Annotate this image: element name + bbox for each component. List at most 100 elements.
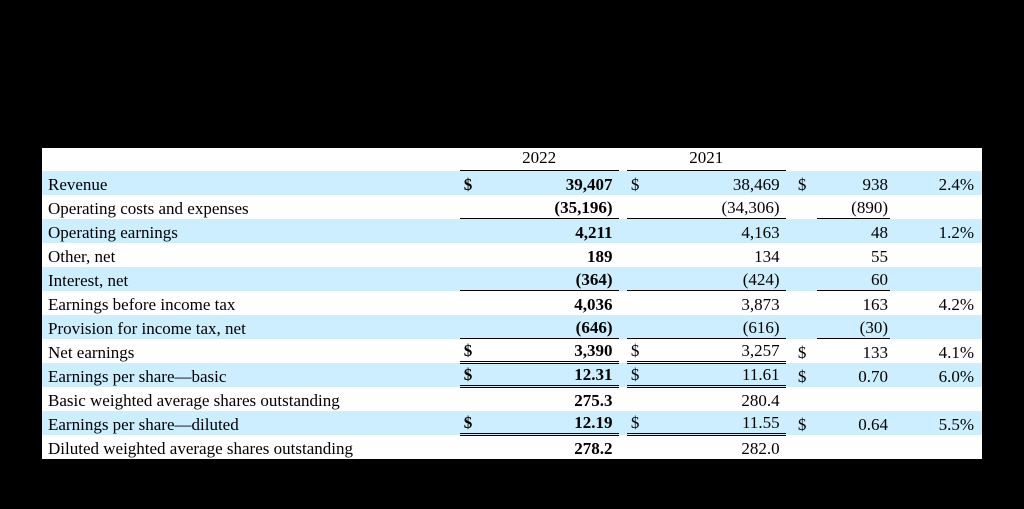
value-2021: 134: [650, 243, 786, 267]
currency-symbol: [460, 291, 483, 315]
table-row: Provision for income tax, net (646) (616) (…: [42, 315, 982, 339]
table-row: Operating costs and expenses (35,196) (34,…: [42, 195, 982, 219]
value-2021: 11.61: [650, 363, 786, 387]
variance-percent: 6.0%: [898, 363, 982, 387]
currency-symbol: [794, 291, 817, 315]
row-label: Operating earnings: [42, 219, 460, 243]
value-2022: (646): [483, 315, 619, 339]
variance-percent: 1.2%: [898, 219, 982, 243]
variance-percent: 2.4%: [898, 171, 982, 195]
currency-symbol: [460, 219, 483, 243]
currency-symbol: $: [627, 363, 650, 387]
currency-symbol: [460, 387, 483, 411]
row-label: Operating costs and expenses: [42, 195, 460, 219]
value-2021: (34,306): [650, 195, 786, 219]
value-2022: 189: [483, 243, 619, 267]
variance-percent: [898, 435, 982, 459]
page: 2022 2021 Revenue$39,407$38,469$9382.4%O…: [42, 0, 982, 509]
variance-value: 938: [817, 171, 890, 195]
row-label: Earnings per share—diluted: [42, 411, 460, 435]
variance-value: 0.70: [817, 363, 890, 387]
currency-symbol: [460, 315, 483, 339]
row-label: Revenue: [42, 171, 460, 195]
value-2022: 12.31: [483, 363, 619, 387]
variance-percent: [898, 267, 982, 291]
value-2022: (35,196): [483, 195, 619, 219]
financial-table: 2022 2021 Revenue$39,407$38,469$9382.4%O…: [42, 148, 982, 459]
table-row: Net earnings$3,390$3,257$1334.1%: [42, 339, 982, 363]
table-row: Operating earnings4,2114,163481.2%: [42, 219, 982, 243]
currency-symbol: $: [460, 339, 483, 363]
value-2022: 275.3: [483, 387, 619, 411]
value-2021: 3,873: [650, 291, 786, 315]
currency-symbol: [627, 435, 650, 459]
table-row: Other, net 189 134 55: [42, 243, 982, 267]
col-header-2021: 2021: [627, 148, 786, 171]
table-row: Revenue$39,407$38,469$9382.4%: [42, 171, 982, 195]
value-2022: (364): [483, 267, 619, 291]
variance-value: 55: [817, 243, 890, 267]
currency-symbol: [460, 435, 483, 459]
currency-symbol: [794, 195, 817, 219]
currency-symbol: $: [460, 411, 483, 435]
value-2022: 4,036: [483, 291, 619, 315]
variance-value: [817, 387, 890, 411]
row-label: Provision for income tax, net: [42, 315, 460, 339]
currency-symbol: $: [794, 339, 817, 363]
row-label: Earnings per share—basic: [42, 363, 460, 387]
value-2021: 4,163: [650, 219, 786, 243]
value-2022: 3,390: [483, 339, 619, 363]
variance-value: (30): [817, 315, 890, 339]
variance-percent: [898, 387, 982, 411]
table-row: Earnings per share—diluted$12.19$11.55$0…: [42, 411, 982, 435]
currency-symbol: [794, 387, 817, 411]
value-2021: 280.4: [650, 387, 786, 411]
currency-symbol: [794, 219, 817, 243]
variance-value: 163: [817, 291, 890, 315]
variance-value: 48: [817, 219, 890, 243]
currency-symbol: [627, 315, 650, 339]
currency-symbol: $: [794, 171, 817, 195]
variance-value: [817, 435, 890, 459]
row-label: Net earnings: [42, 339, 460, 363]
value-2022: 12.19: [483, 411, 619, 435]
currency-symbol: [460, 267, 483, 291]
value-2021: 11.55: [650, 411, 786, 435]
currency-symbol: [627, 195, 650, 219]
currency-symbol: $: [460, 363, 483, 387]
variance-percent: [898, 243, 982, 267]
currency-symbol: [460, 243, 483, 267]
variance-percent: 4.2%: [898, 291, 982, 315]
table-row: Earnings per share—basic$12.31$11.61$0.7…: [42, 363, 982, 387]
currency-symbol: [794, 267, 817, 291]
currency-symbol: [794, 243, 817, 267]
currency-symbol: $: [794, 363, 817, 387]
row-label: Earnings before income tax: [42, 291, 460, 315]
variance-percent: [898, 195, 982, 219]
value-2021: (616): [650, 315, 786, 339]
value-2021: 3,257: [650, 339, 786, 363]
variance-value: 133: [817, 339, 890, 363]
col-header-2022: 2022: [460, 148, 619, 171]
row-label: Diluted weighted average shares outstand…: [42, 435, 460, 459]
variance-value: (890): [817, 195, 890, 219]
value-2022: 39,407: [483, 171, 619, 195]
table-row: Diluted weighted average shares outstand…: [42, 435, 982, 459]
variance-percent: 5.5%: [898, 411, 982, 435]
row-label: Interest, net: [42, 267, 460, 291]
table-row: Earnings before income tax 4,036 3,873 163 4…: [42, 291, 982, 315]
currency-symbol: [627, 387, 650, 411]
currency-symbol: $: [627, 339, 650, 363]
row-label: Basic weighted average shares outstandin…: [42, 387, 460, 411]
currency-symbol: [794, 435, 817, 459]
row-label: Other, net: [42, 243, 460, 267]
variance-percent: [898, 315, 982, 339]
value-2021: 282.0: [650, 435, 786, 459]
value-2021: 38,469: [650, 171, 786, 195]
table-row: Interest, net(364)(424)60: [42, 267, 982, 291]
variance-percent: 4.1%: [898, 339, 982, 363]
currency-symbol: $: [794, 411, 817, 435]
table-row: Basic weighted average shares outstandin…: [42, 387, 982, 411]
table-header-row: 2022 2021: [42, 148, 982, 171]
value-2021: (424): [650, 267, 786, 291]
